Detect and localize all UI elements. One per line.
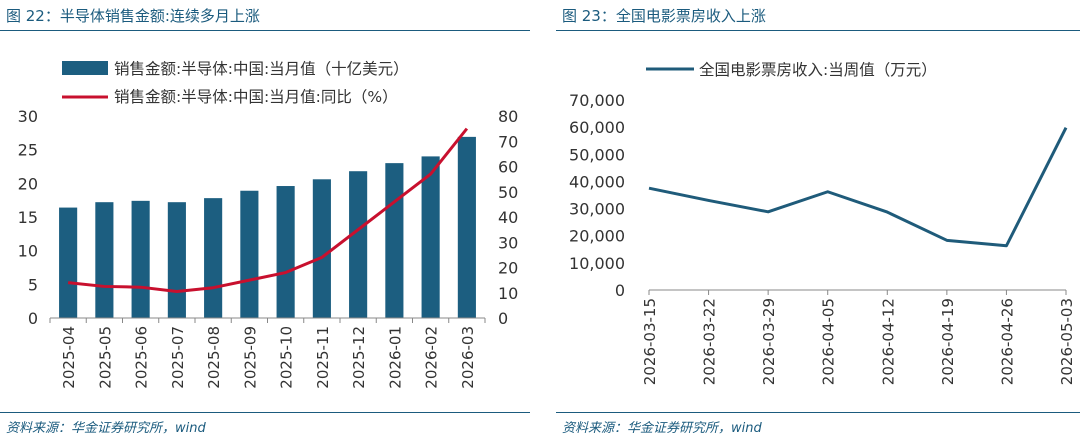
box-office-series-line [648, 127, 1068, 248]
legend-label-bar: 销售金额:半导体:中国:当月值（十亿美元） [114, 60, 409, 78]
bar [385, 163, 404, 318]
x-tick-label: 2025-06 [133, 326, 151, 389]
bar [457, 136, 476, 318]
right-figure-panel: 图 23：全国电影票房收入上涨 全国电影票房收入:当周值（万元） 0 10,000 2… [556, 0, 1080, 437]
y-left-tick-label: 20 [18, 174, 38, 193]
x-tick-label: 2025-10 [278, 326, 296, 389]
figure-title: 图 22：半导体销售金额:连续多月上涨 [6, 7, 260, 25]
x-tick-label: 2025-08 [205, 326, 223, 389]
x-tick-label: 2025-04 [60, 326, 78, 389]
y-tick-label: 60,000 [569, 118, 625, 137]
y-tick-label: 20,000 [569, 227, 625, 246]
source-divider [0, 412, 530, 413]
bar [131, 200, 150, 318]
y-left-tick-label: 25 [18, 141, 38, 160]
y-tick-label: 50,000 [569, 145, 625, 164]
legend-label-line: 销售金额:半导体:中国:当月值:同比（%） [114, 88, 398, 106]
x-tick-label: 2025-11 [314, 326, 332, 389]
y-right-tick-label: 50 [498, 183, 518, 202]
y-right-tick-label: 10 [498, 284, 518, 303]
y-left-tick-label: 5 [28, 275, 38, 294]
y-tick-label: 30,000 [569, 200, 625, 219]
y-left-tick-label: 15 [18, 208, 38, 227]
y-right-tick-label: 0 [498, 309, 508, 328]
bar [167, 202, 186, 318]
x-tick-label: 2026-01 [386, 326, 404, 389]
bar [59, 207, 78, 318]
bar [349, 171, 368, 318]
title-divider [0, 30, 530, 31]
bar [421, 156, 440, 318]
y-tick-label: 70,000 [569, 91, 625, 110]
x-tick-label: 2025-09 [241, 326, 259, 389]
y-right-tick-label: 70 [498, 132, 518, 151]
bar [276, 186, 295, 318]
bar [240, 190, 259, 318]
box-office-chart: 全国电影票房收入:当周值（万元） 0 10,000 20,000 30,000 40,00… [569, 61, 1076, 385]
y-right-tick-label: 60 [498, 158, 518, 177]
x-tick-label: 2026-05-03 [1058, 298, 1076, 385]
y-tick-label: 40,000 [569, 172, 625, 191]
bar [95, 202, 114, 318]
y-tick-label: 0 [615, 281, 625, 300]
y-right-tick-label: 20 [498, 259, 518, 278]
x-tick-label: 2026-04-05 [820, 298, 838, 385]
y-left-tick-label: 30 [18, 107, 38, 126]
semiconductor-sales-chart: 销售金额:半导体:中国:当月值（十亿美元） 销售金额:半导体:中国:当月值:同比（… [18, 60, 519, 389]
title-divider [556, 30, 1080, 31]
x-tick-label: 2026-03-15 [641, 298, 659, 385]
y-tick-label: 10,000 [569, 254, 625, 273]
x-tick-label: 2026-02 [423, 326, 441, 389]
y-right-tick-label: 30 [498, 233, 518, 252]
x-tick-label: 2026-04-19 [939, 298, 957, 385]
y-left-tick-label: 10 [18, 242, 38, 261]
x-tick-label: 2026-04-12 [879, 298, 897, 385]
y-right-tick-label: 80 [498, 107, 518, 126]
bar [204, 198, 223, 318]
x-tick-label: 2026-03 [459, 326, 477, 389]
source-divider [556, 412, 1080, 413]
legend-label-line: 全国电影票房收入:当周值（万元） [699, 61, 937, 79]
figure-title: 图 23：全国电影票房收入上涨 [562, 7, 766, 25]
yoy-series-line [67, 127, 469, 293]
source-note: 资料来源：华金证券研究所，wind [562, 421, 762, 436]
x-tick-label: 2026-03-22 [701, 298, 719, 385]
y-left-tick-label: 0 [28, 309, 38, 328]
x-tick-label: 2026-03-29 [760, 298, 778, 385]
left-figure-panel: 图 22：半导体销售金额:连续多月上涨 销售金额:半导体:中国:当月值（十亿美元… [0, 0, 530, 437]
x-tick-label: 2026-04-26 [998, 298, 1016, 385]
y-right-tick-label: 40 [498, 208, 518, 227]
bar [312, 179, 331, 318]
x-tick-label: 2025-12 [350, 326, 368, 389]
x-tick-label: 2025-07 [169, 326, 187, 389]
x-tick-label: 2025-05 [96, 326, 114, 389]
source-note: 资料来源：华金证券研究所，wind [6, 421, 206, 436]
legend-swatch-bar [62, 61, 108, 75]
